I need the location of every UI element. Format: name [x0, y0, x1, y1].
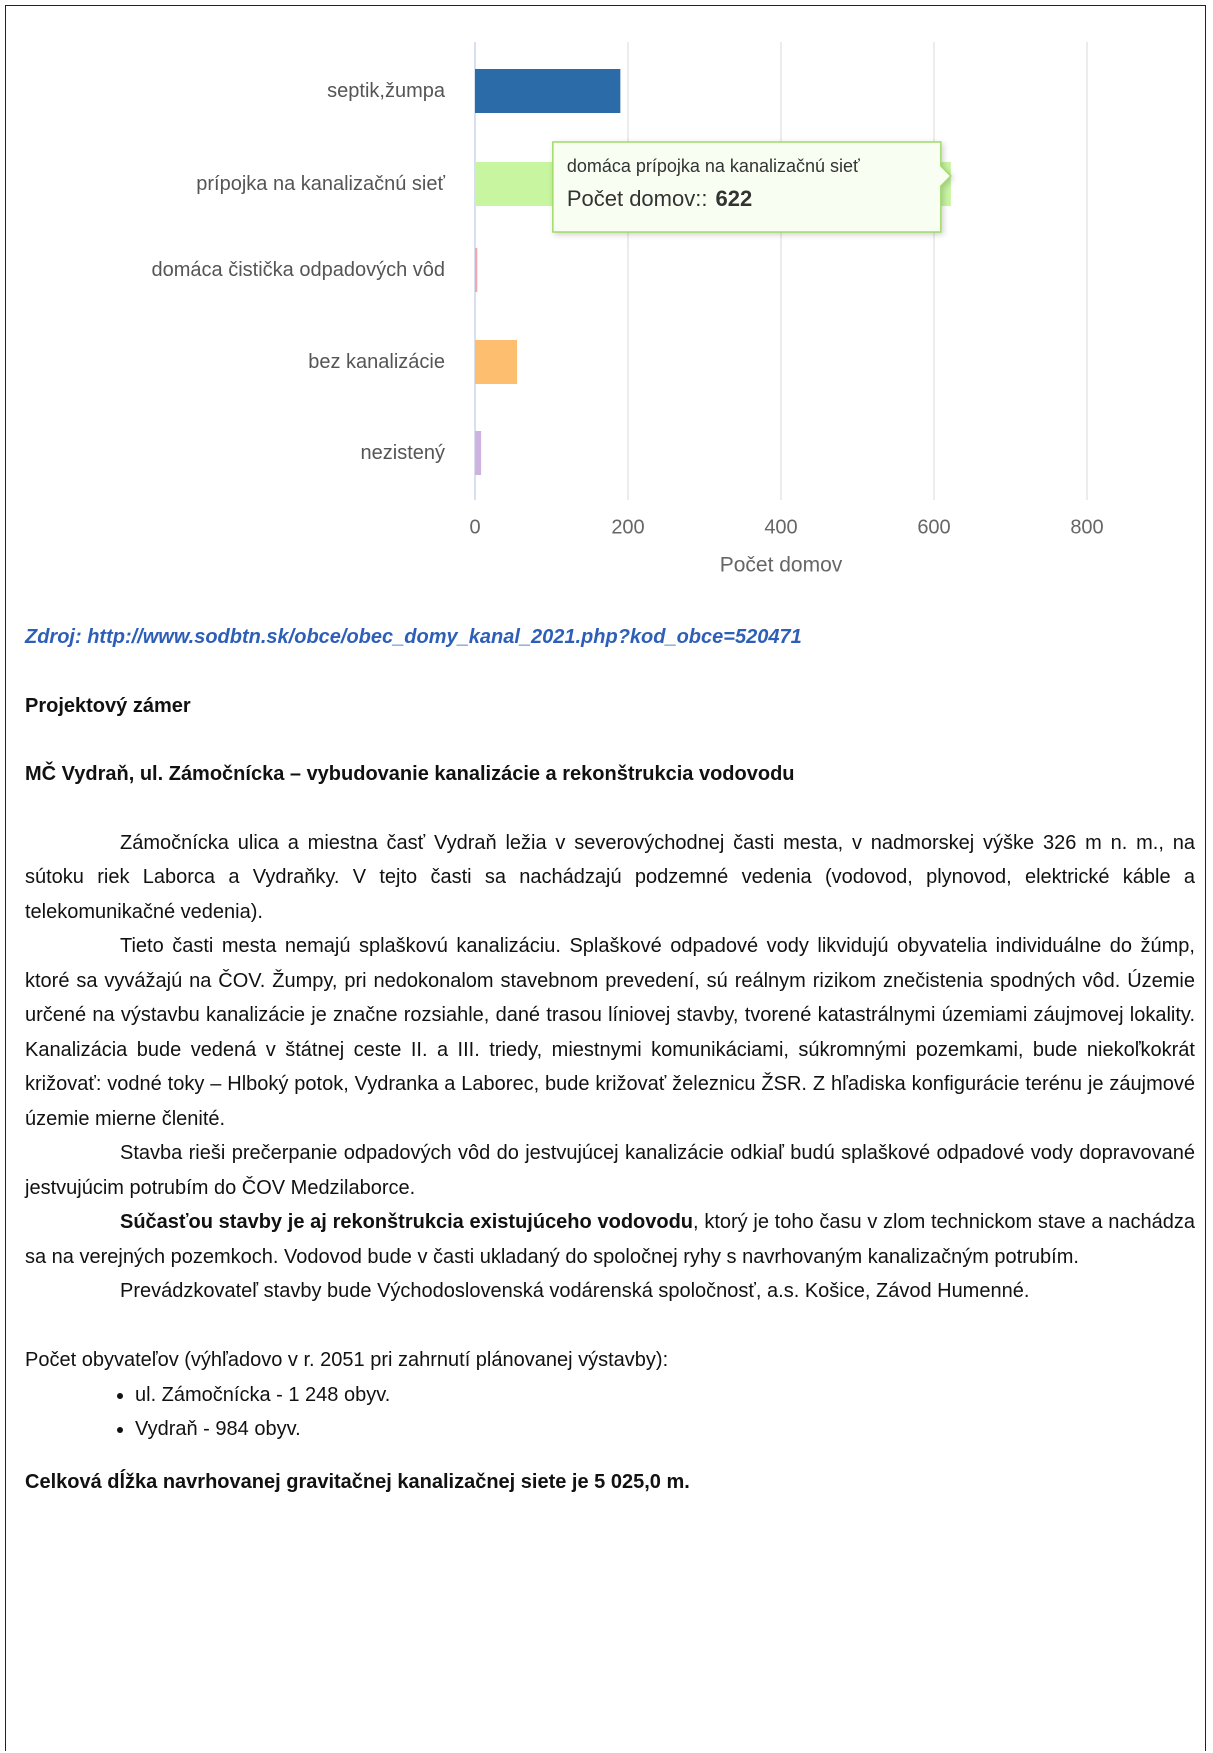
- chart-area: Počet domov 0 200 400 600 800 domáca prípojka…: [0, 0, 1213, 600]
- tooltip-label: Počet domov::: [567, 186, 708, 211]
- category-label: septik,žumpa: [327, 80, 445, 102]
- x-axis-title: Počet domov: [720, 554, 843, 577]
- paragraph: Súčasťou stavby je aj rekonštrukcia exis…: [25, 1205, 1195, 1274]
- paragraph-text: Stavba rieši prečerpanie odpadových vôd …: [25, 1142, 1195, 1199]
- population-intro: Počet obyvateľov (výhľadovo v r. 2051 pr…: [25, 1349, 669, 1371]
- x-tick-label: 800: [1070, 516, 1103, 538]
- page-frame: [5, 5, 1206, 1751]
- bar: [475, 248, 478, 292]
- heading: Projektový zámer: [25, 694, 191, 717]
- paragraphs: Zámočnícka ulica a miestna časť Vydraň l…: [25, 826, 1195, 1309]
- chart: Počet domov 0 200 400 600 800 domáca prípojka…: [469, 42, 1104, 577]
- tooltip-value-line: Počet domov:: 622: [567, 186, 752, 211]
- population-item: ul. Zámočnícka - 1 248 obyv.: [135, 1378, 1195, 1413]
- x-tick-label: 400: [764, 516, 797, 538]
- total: Celková dĺžka navrhovanej gravitačnej ka…: [25, 1470, 690, 1493]
- population-item: Vydraň - 984 obyv.: [135, 1412, 1195, 1447]
- paragraph-text: Zámočnícka ulica a miestna časť Vydraň l…: [25, 831, 1195, 923]
- category-label: prípojka na kanalizačnú sieť: [196, 173, 445, 195]
- tooltip-box: [552, 141, 952, 233]
- x-tick-label: 0: [469, 516, 480, 538]
- tooltip: domáca prípojka na kanalizačnú sieť Počet…: [552, 141, 952, 233]
- x-tick-label: 600: [917, 516, 950, 538]
- category-label: domáca čistička odpadových vôd: [151, 259, 446, 281]
- paragraph: Prevádzkovateľ stavby bude Východosloven…: [25, 1274, 1195, 1309]
- subheading: MČ Vydraň, ul. Zámočnícka – vybudovanie …: [25, 763, 795, 785]
- population-list: ul. Zámočnícka - 1 248 obyv.Vydraň - 984…: [25, 1378, 1195, 1447]
- tooltip-value: 622: [715, 186, 752, 211]
- category-label: nezistený: [360, 442, 446, 464]
- bar: [475, 340, 518, 384]
- paragraph: Stavba rieši prečerpanie odpadových vôd …: [25, 1136, 1195, 1205]
- paragraph-text: , ktorý je toho času v zlom technickom s…: [25, 1211, 1196, 1268]
- source: Zdroj: http://www.sodbtn.sk/obce/obec_do…: [25, 626, 802, 648]
- bar: [475, 69, 621, 113]
- paragraph-text: Prevádzkovateľ stavby bude Východosloven…: [120, 1280, 1030, 1302]
- category-label: bez kanalizácie: [308, 351, 445, 373]
- tooltip-title: domáca prípojka na kanalizačnú sieť: [567, 156, 860, 176]
- bar: [475, 431, 482, 475]
- document: Zdroj: http://www.sodbtn.sk/obce/obec_do…: [25, 620, 1195, 1533]
- paragraph: Tieto časti mesta nemajú splaškovú kanal…: [25, 929, 1195, 1136]
- paragraph-text: Tieto časti mesta nemajú splaškovú kanal…: [25, 935, 1195, 1130]
- paragraph: Zámočnícka ulica a miestna časť Vydraň l…: [25, 826, 1195, 930]
- x-tick-label: 200: [611, 516, 644, 538]
- paragraph-bold: Súčasťou stavby je aj rekonštrukcia exis…: [120, 1211, 694, 1233]
